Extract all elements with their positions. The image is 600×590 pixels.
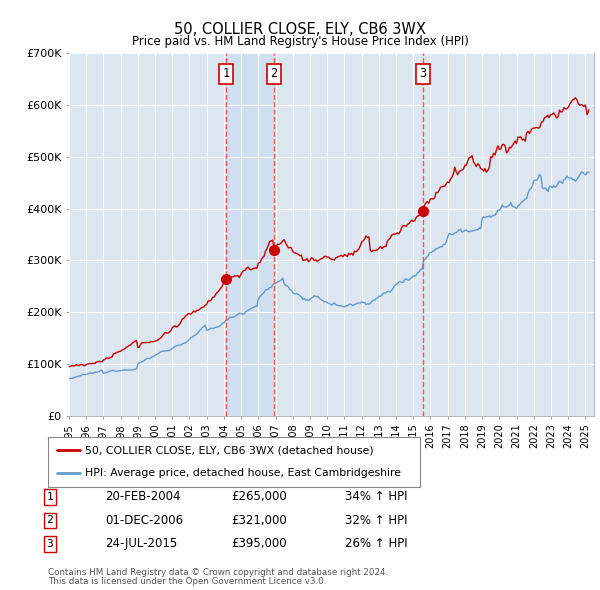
Text: HPI: Average price, detached house, East Cambridgeshire: HPI: Average price, detached house, East… [85, 468, 401, 478]
Text: Contains HM Land Registry data © Crown copyright and database right 2024.: Contains HM Land Registry data © Crown c… [48, 568, 388, 577]
Text: 20-FEB-2004: 20-FEB-2004 [105, 490, 181, 503]
Text: 3: 3 [46, 539, 53, 549]
Text: 26% ↑ HPI: 26% ↑ HPI [345, 537, 407, 550]
Text: 24-JUL-2015: 24-JUL-2015 [105, 537, 177, 550]
Text: 1: 1 [223, 67, 230, 80]
Text: This data is licensed under the Open Government Licence v3.0.: This data is licensed under the Open Gov… [48, 577, 326, 586]
Text: £321,000: £321,000 [231, 514, 287, 527]
Bar [226, 53, 274, 416]
Text: 50, COLLIER CLOSE, ELY, CB6 3WX (detached house): 50, COLLIER CLOSE, ELY, CB6 3WX (detache… [85, 445, 374, 455]
Text: 32% ↑ HPI: 32% ↑ HPI [345, 514, 407, 527]
Text: 1: 1 [46, 492, 53, 502]
Text: £395,000: £395,000 [231, 537, 287, 550]
Text: 50, COLLIER CLOSE, ELY, CB6 3WX: 50, COLLIER CLOSE, ELY, CB6 3WX [174, 22, 426, 37]
Text: Price paid vs. HM Land Registry's House Price Index (HPI): Price paid vs. HM Land Registry's House … [131, 35, 469, 48]
Text: 2: 2 [46, 516, 53, 525]
Text: 34% ↑ HPI: 34% ↑ HPI [345, 490, 407, 503]
Text: 2: 2 [271, 67, 278, 80]
Text: 3: 3 [419, 67, 427, 80]
Text: £265,000: £265,000 [231, 490, 287, 503]
Text: 01-DEC-2006: 01-DEC-2006 [105, 514, 183, 527]
